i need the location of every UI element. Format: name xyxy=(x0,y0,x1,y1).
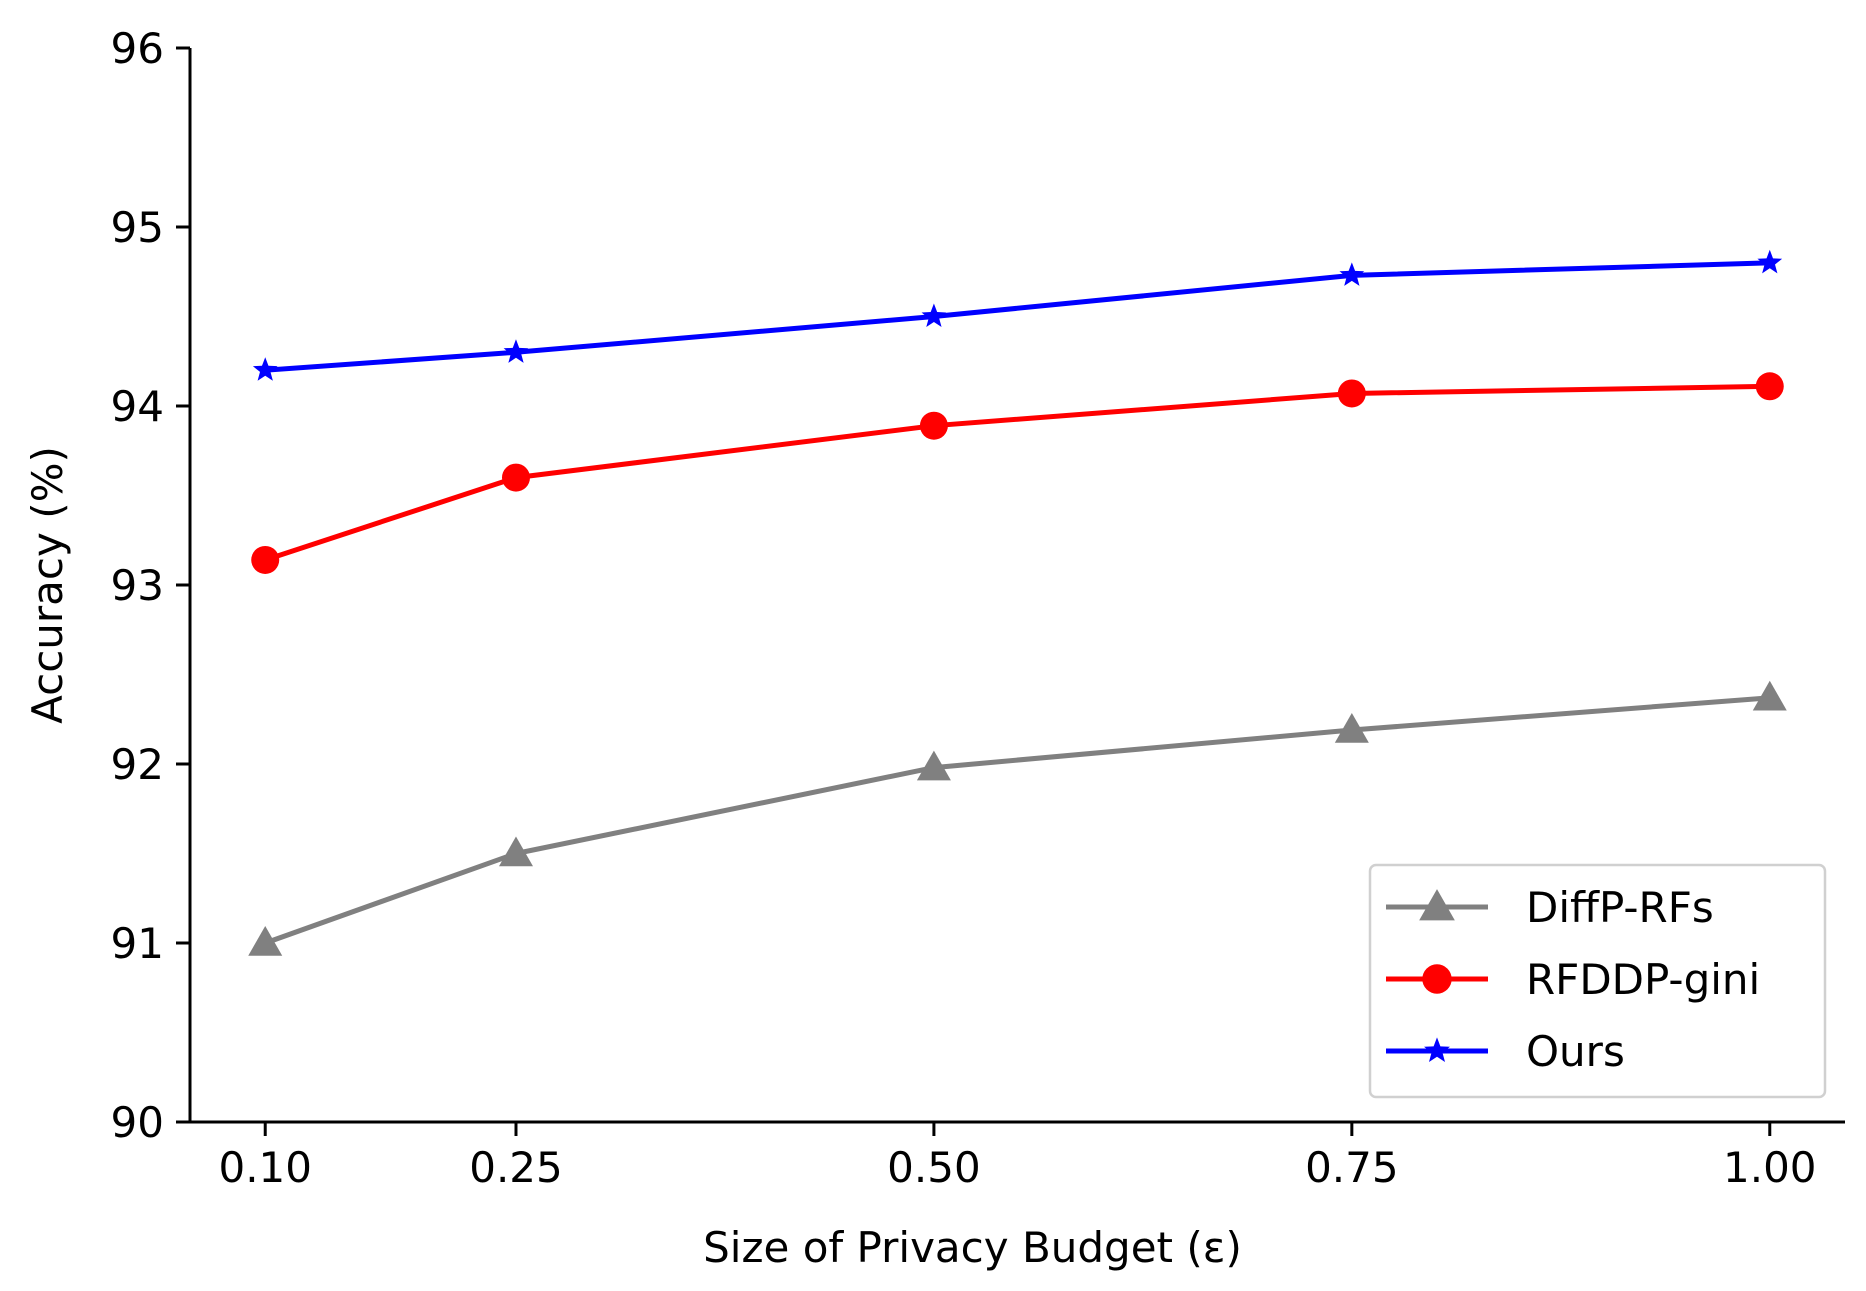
legend: DiffP-RFs RFDDP-gini Ours xyxy=(1368,863,1827,1099)
data-point-rfddp-gini xyxy=(501,463,530,492)
legend-label-rfddp-gini: RFDDP-gini xyxy=(1526,955,1760,1004)
data-point-diffp-rfs xyxy=(248,926,283,956)
data-point-rfddp-gini xyxy=(1755,372,1784,401)
y-tick-label: 94 xyxy=(111,382,164,431)
data-point-rfddp-gini xyxy=(919,411,948,440)
data-point-diffp-rfs xyxy=(498,836,533,867)
y-axis-label: Accuracy (%) xyxy=(23,446,72,724)
y-tick-label: 96 xyxy=(111,24,164,73)
series-ours xyxy=(252,249,1783,381)
legend-entry-rfddp-gini: RFDDP-gini xyxy=(1386,955,1760,1004)
data-point-diffp-rfs xyxy=(1752,680,1787,711)
series-layer xyxy=(248,249,1787,956)
data-point-diffp-rfs xyxy=(1334,712,1369,743)
y-tick-label: 92 xyxy=(111,740,164,789)
x-tick-label: 0.50 xyxy=(887,1143,981,1192)
axes: 90 91 92 93 94 95 96 0.10 0.25 0.50 0.75 1.00 Size o… xyxy=(23,24,1845,1272)
data-point-ours xyxy=(1757,249,1783,274)
data-point-ours xyxy=(1339,262,1365,286)
legend-label-ours: Ours xyxy=(1526,1027,1625,1076)
data-point-ours xyxy=(503,339,529,363)
series-line-ours xyxy=(262,260,1773,373)
legend-marker-diffp-rfs xyxy=(1419,889,1455,921)
x-tick-label: 0.75 xyxy=(1305,1143,1399,1192)
series-line-rfddp-gini xyxy=(262,383,1773,564)
data-point-rfddp-gini xyxy=(251,545,280,574)
y-tick-label: 93 xyxy=(111,561,164,610)
legend-label-diffp-rfs: DiffP-RFs xyxy=(1526,883,1714,932)
legend-marker-rfddp-gini xyxy=(1422,964,1452,994)
data-point-rfddp-gini xyxy=(1337,379,1366,408)
legend-frame xyxy=(1368,863,1827,1099)
y-tick-label: 90 xyxy=(111,1098,164,1147)
x-tick-label: 1.00 xyxy=(1723,1143,1817,1192)
legend-entry-diffp-rfs: DiffP-RFs xyxy=(1386,883,1714,932)
x-tick-label: 0.25 xyxy=(469,1143,563,1192)
y-tick-label: 95 xyxy=(111,203,164,252)
y-tick-label: 91 xyxy=(111,919,164,968)
x-tick-label: 0.10 xyxy=(218,1143,312,1192)
series-diffp-rfs xyxy=(248,680,1787,956)
series-rfddp-gini xyxy=(251,372,1784,574)
legend-entry-ours: Ours xyxy=(1386,1027,1625,1076)
data-point-diffp-rfs xyxy=(916,750,951,781)
data-point-ours xyxy=(921,303,947,328)
data-point-ours xyxy=(252,357,278,381)
legend-marker-ours xyxy=(1424,1037,1450,1063)
x-axis-label: Size of Privacy Budget (ε) xyxy=(703,1223,1242,1272)
